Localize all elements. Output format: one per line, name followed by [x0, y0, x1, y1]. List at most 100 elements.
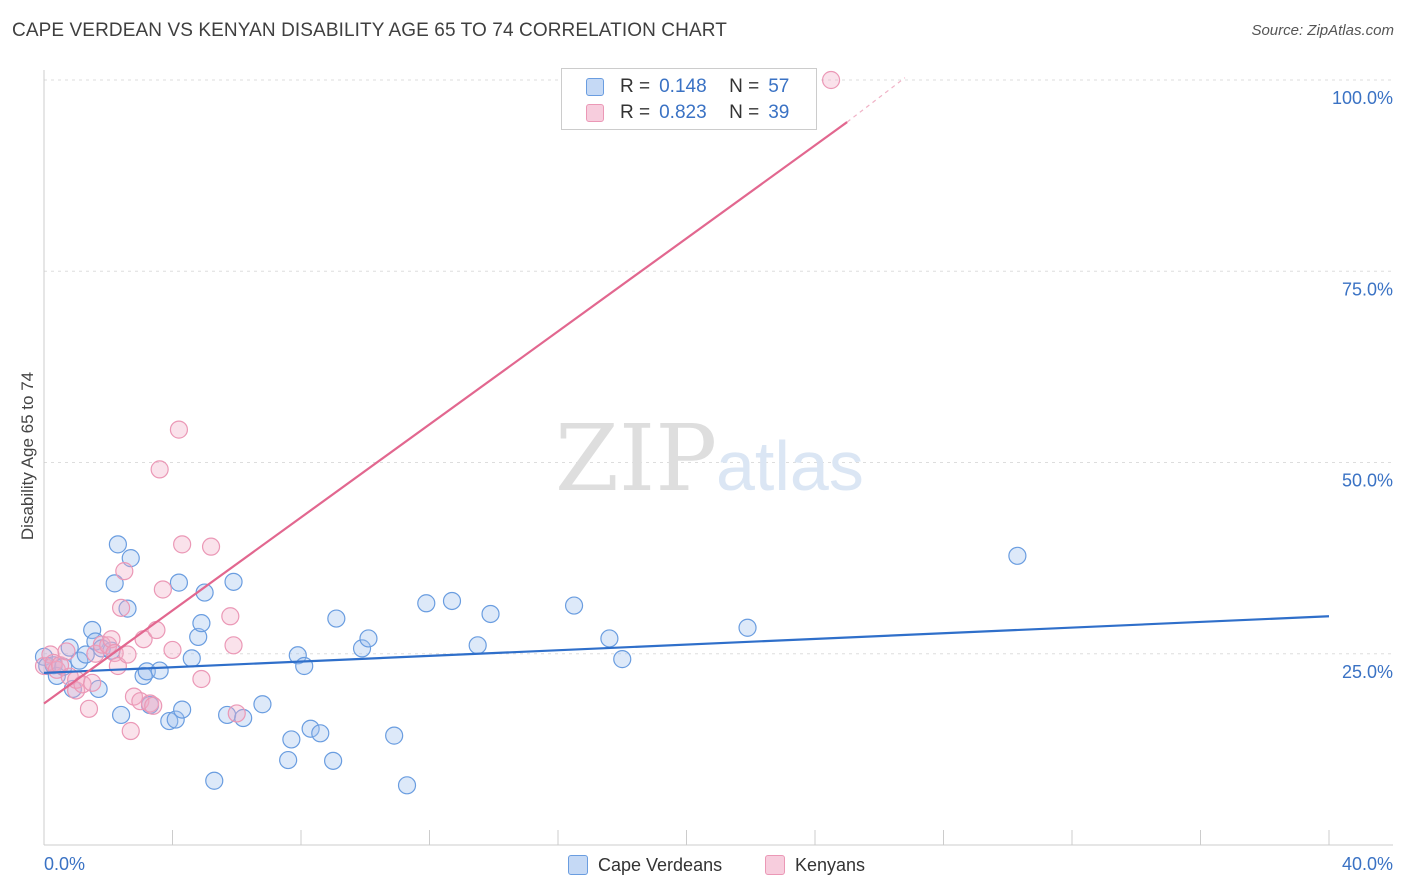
source-attribution: Source: ZipAtlas.com: [1251, 22, 1394, 39]
trend-lines: [43, 77, 1330, 705]
point-cape-verdean: [173, 700, 192, 719]
point-cape-verdean: [481, 604, 500, 624]
point-kenyan: [83, 673, 102, 692]
y-tick-label: 50.0%: [1342, 471, 1393, 491]
point-cape-verdean: [385, 726, 404, 745]
y-tick-label: 75.0%: [1342, 279, 1393, 299]
point-kenyan: [124, 687, 144, 706]
point-cape-verdean: [397, 776, 417, 795]
point-cape-verdean: [327, 609, 346, 628]
point-cape-verdean: [169, 573, 189, 592]
point-kenyan: [92, 635, 111, 654]
point-cape-verdean: [468, 636, 487, 655]
bottom-legend-label: Kenyans: [795, 854, 866, 875]
point-kenyan: [147, 620, 166, 640]
point-cape-verdean: [295, 656, 314, 676]
correlation-legend: R = 0.148 N = 57 R = 0.823 N = 39: [561, 68, 817, 130]
point-cape-verdean: [738, 618, 757, 637]
point-cape-verdean: [118, 599, 137, 618]
legend-n-key: N =: [729, 102, 760, 123]
point-kenyan: [173, 535, 192, 554]
legend-swatch-pink: [586, 104, 604, 122]
point-cape-verdean: [324, 751, 343, 770]
point-cape-verdean: [108, 535, 127, 554]
data-points: [34, 70, 1027, 795]
point-kenyan: [163, 640, 182, 660]
point-cape-verdean: [600, 629, 619, 648]
legend-n-key: N =: [729, 76, 760, 97]
bottom-legend-cape-verdeans: Cape Verdeans: [568, 853, 722, 877]
x-tick-label: 40.0%: [1342, 854, 1393, 874]
trend-line-cape-verdeans: [43, 615, 1330, 674]
point-kenyan: [153, 580, 172, 599]
point-kenyan: [79, 699, 99, 718]
legend-r-key: R =: [620, 76, 651, 97]
legend-n-value: 57: [768, 76, 790, 97]
y-tick-label: 100.0%: [1332, 88, 1393, 108]
point-cape-verdean: [182, 649, 201, 668]
point-cape-verdean: [105, 574, 124, 593]
legend-r-value: 0.148: [659, 76, 707, 97]
legend-n-value: 39: [768, 102, 790, 123]
trend-line-kenyans: [43, 121, 848, 705]
axes: [43, 70, 1393, 846]
point-cape-verdean: [234, 708, 253, 728]
point-kenyan: [144, 696, 163, 715]
point-cape-verdean: [613, 650, 632, 669]
bottom-legend-swatch-pink: [765, 855, 785, 875]
point-cape-verdean: [150, 661, 169, 680]
point-cape-verdean: [442, 591, 462, 611]
point-cape-verdean: [192, 614, 211, 633]
legend-row-cape-verdeans: R = 0.148 N = 57: [586, 75, 789, 99]
point-kenyan: [57, 642, 76, 661]
gridlines: [44, 79, 1393, 655]
bottom-legend-kenyans: Kenyans: [765, 853, 865, 877]
point-cape-verdean: [352, 639, 372, 658]
point-kenyan: [169, 420, 189, 439]
point-cape-verdean: [301, 719, 320, 738]
point-cape-verdean: [417, 594, 436, 613]
point-kenyan: [227, 704, 246, 723]
x-tick-label: 0.0%: [44, 854, 85, 874]
point-cape-verdean: [160, 711, 179, 731]
bottom-legend-swatch-blue: [568, 855, 588, 875]
point-kenyan: [86, 644, 105, 663]
y-tick-label: 25.0%: [1342, 662, 1393, 682]
y-tick-labels: 25.0% 50.0% 75.0% 100.0%: [1332, 88, 1393, 682]
point-cape-verdean: [282, 730, 301, 749]
point-cape-verdean: [253, 695, 272, 714]
point-kenyan: [102, 630, 121, 649]
point-cape-verdean: [205, 771, 224, 790]
point-cape-verdean: [111, 705, 131, 725]
point-cape-verdean: [564, 596, 584, 615]
point-kenyan: [150, 460, 169, 479]
legend-swatch-blue: [586, 78, 604, 96]
point-kenyan: [118, 645, 137, 664]
watermark: ZIP atlas: [555, 405, 864, 512]
point-kenyan: [821, 70, 841, 90]
point-cape-verdean: [83, 620, 102, 640]
point-kenyan: [140, 694, 160, 713]
point-cape-verdean: [311, 724, 330, 743]
point-kenyan: [121, 721, 140, 741]
point-cape-verdean: [288, 646, 307, 665]
legend-r-value: 0.823: [659, 102, 707, 123]
watermark-atlas: atlas: [716, 427, 864, 505]
point-kenyan: [192, 669, 211, 689]
point-cape-verdean: [76, 645, 95, 664]
watermark-zip: ZIP: [555, 405, 717, 512]
point-kenyan: [221, 607, 240, 626]
point-cape-verdean: [166, 710, 185, 729]
x-tick-labels: 0.0% 40.0%: [44, 854, 1393, 874]
trend-line-kenyans-extension: [846, 77, 906, 123]
point-kenyan: [224, 636, 243, 655]
point-cape-verdean: [224, 572, 243, 591]
chart-title: CAPE VERDEAN VS KENYAN DISABILITY AGE 65…: [12, 20, 727, 41]
point-cape-verdean: [279, 750, 298, 770]
legend-row-kenyans: R = 0.823 N = 39: [586, 101, 789, 125]
bottom-legend-label: Cape Verdeans: [598, 854, 723, 875]
point-kenyan: [111, 598, 131, 617]
x-axis-ticks: [43, 830, 1330, 845]
point-cape-verdean: [189, 627, 208, 647]
